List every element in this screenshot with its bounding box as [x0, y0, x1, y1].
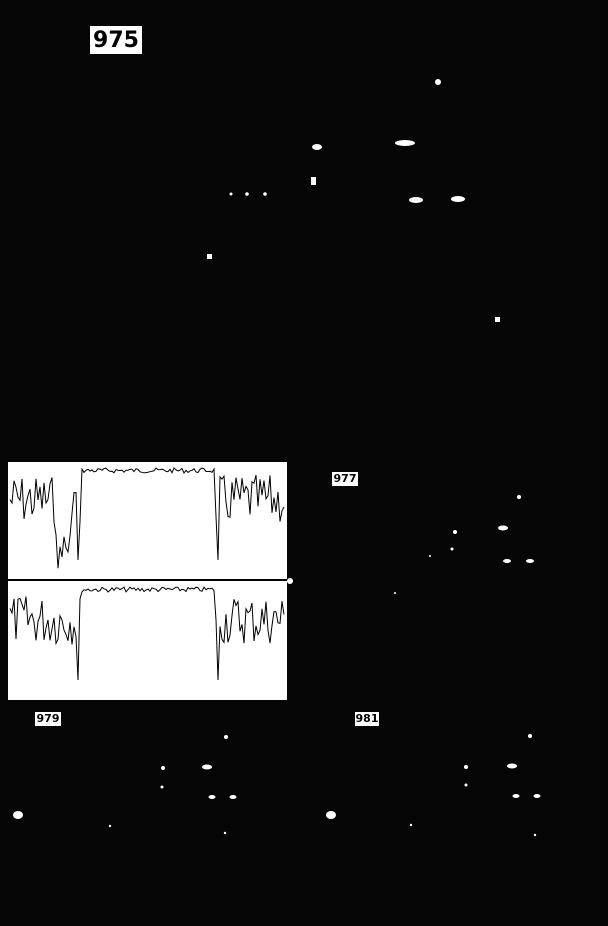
source	[435, 79, 441, 85]
source	[230, 193, 233, 196]
source	[464, 765, 468, 769]
panel-label: 975	[93, 28, 139, 53]
source	[13, 811, 23, 819]
figure: 975 977 979	[0, 0, 608, 926]
source	[224, 735, 228, 739]
source	[534, 794, 541, 798]
source	[513, 794, 520, 798]
panel-label: 977	[334, 472, 357, 485]
source	[202, 765, 212, 770]
source	[429, 555, 431, 557]
source	[465, 784, 468, 787]
source	[451, 196, 465, 202]
source	[409, 197, 423, 203]
source	[451, 548, 454, 551]
source	[394, 592, 396, 594]
panel-label: 981	[356, 712, 379, 725]
source	[230, 795, 237, 799]
source	[517, 495, 521, 499]
source	[534, 834, 536, 836]
source	[503, 559, 511, 563]
page: 975 977 979	[0, 0, 608, 926]
source	[207, 254, 212, 259]
source	[311, 177, 316, 185]
source	[453, 530, 457, 534]
source	[326, 811, 336, 819]
source	[224, 832, 226, 834]
source	[287, 578, 293, 584]
source	[528, 734, 532, 738]
source	[312, 144, 322, 150]
source	[209, 795, 216, 799]
source	[263, 192, 267, 196]
source	[526, 559, 534, 563]
source	[161, 786, 164, 789]
source	[495, 317, 500, 322]
source	[109, 825, 111, 827]
panel-label: 979	[37, 712, 60, 725]
source	[410, 824, 412, 826]
source	[245, 192, 249, 196]
source	[395, 140, 415, 146]
source	[498, 526, 508, 531]
source	[507, 764, 517, 769]
source	[161, 766, 165, 770]
